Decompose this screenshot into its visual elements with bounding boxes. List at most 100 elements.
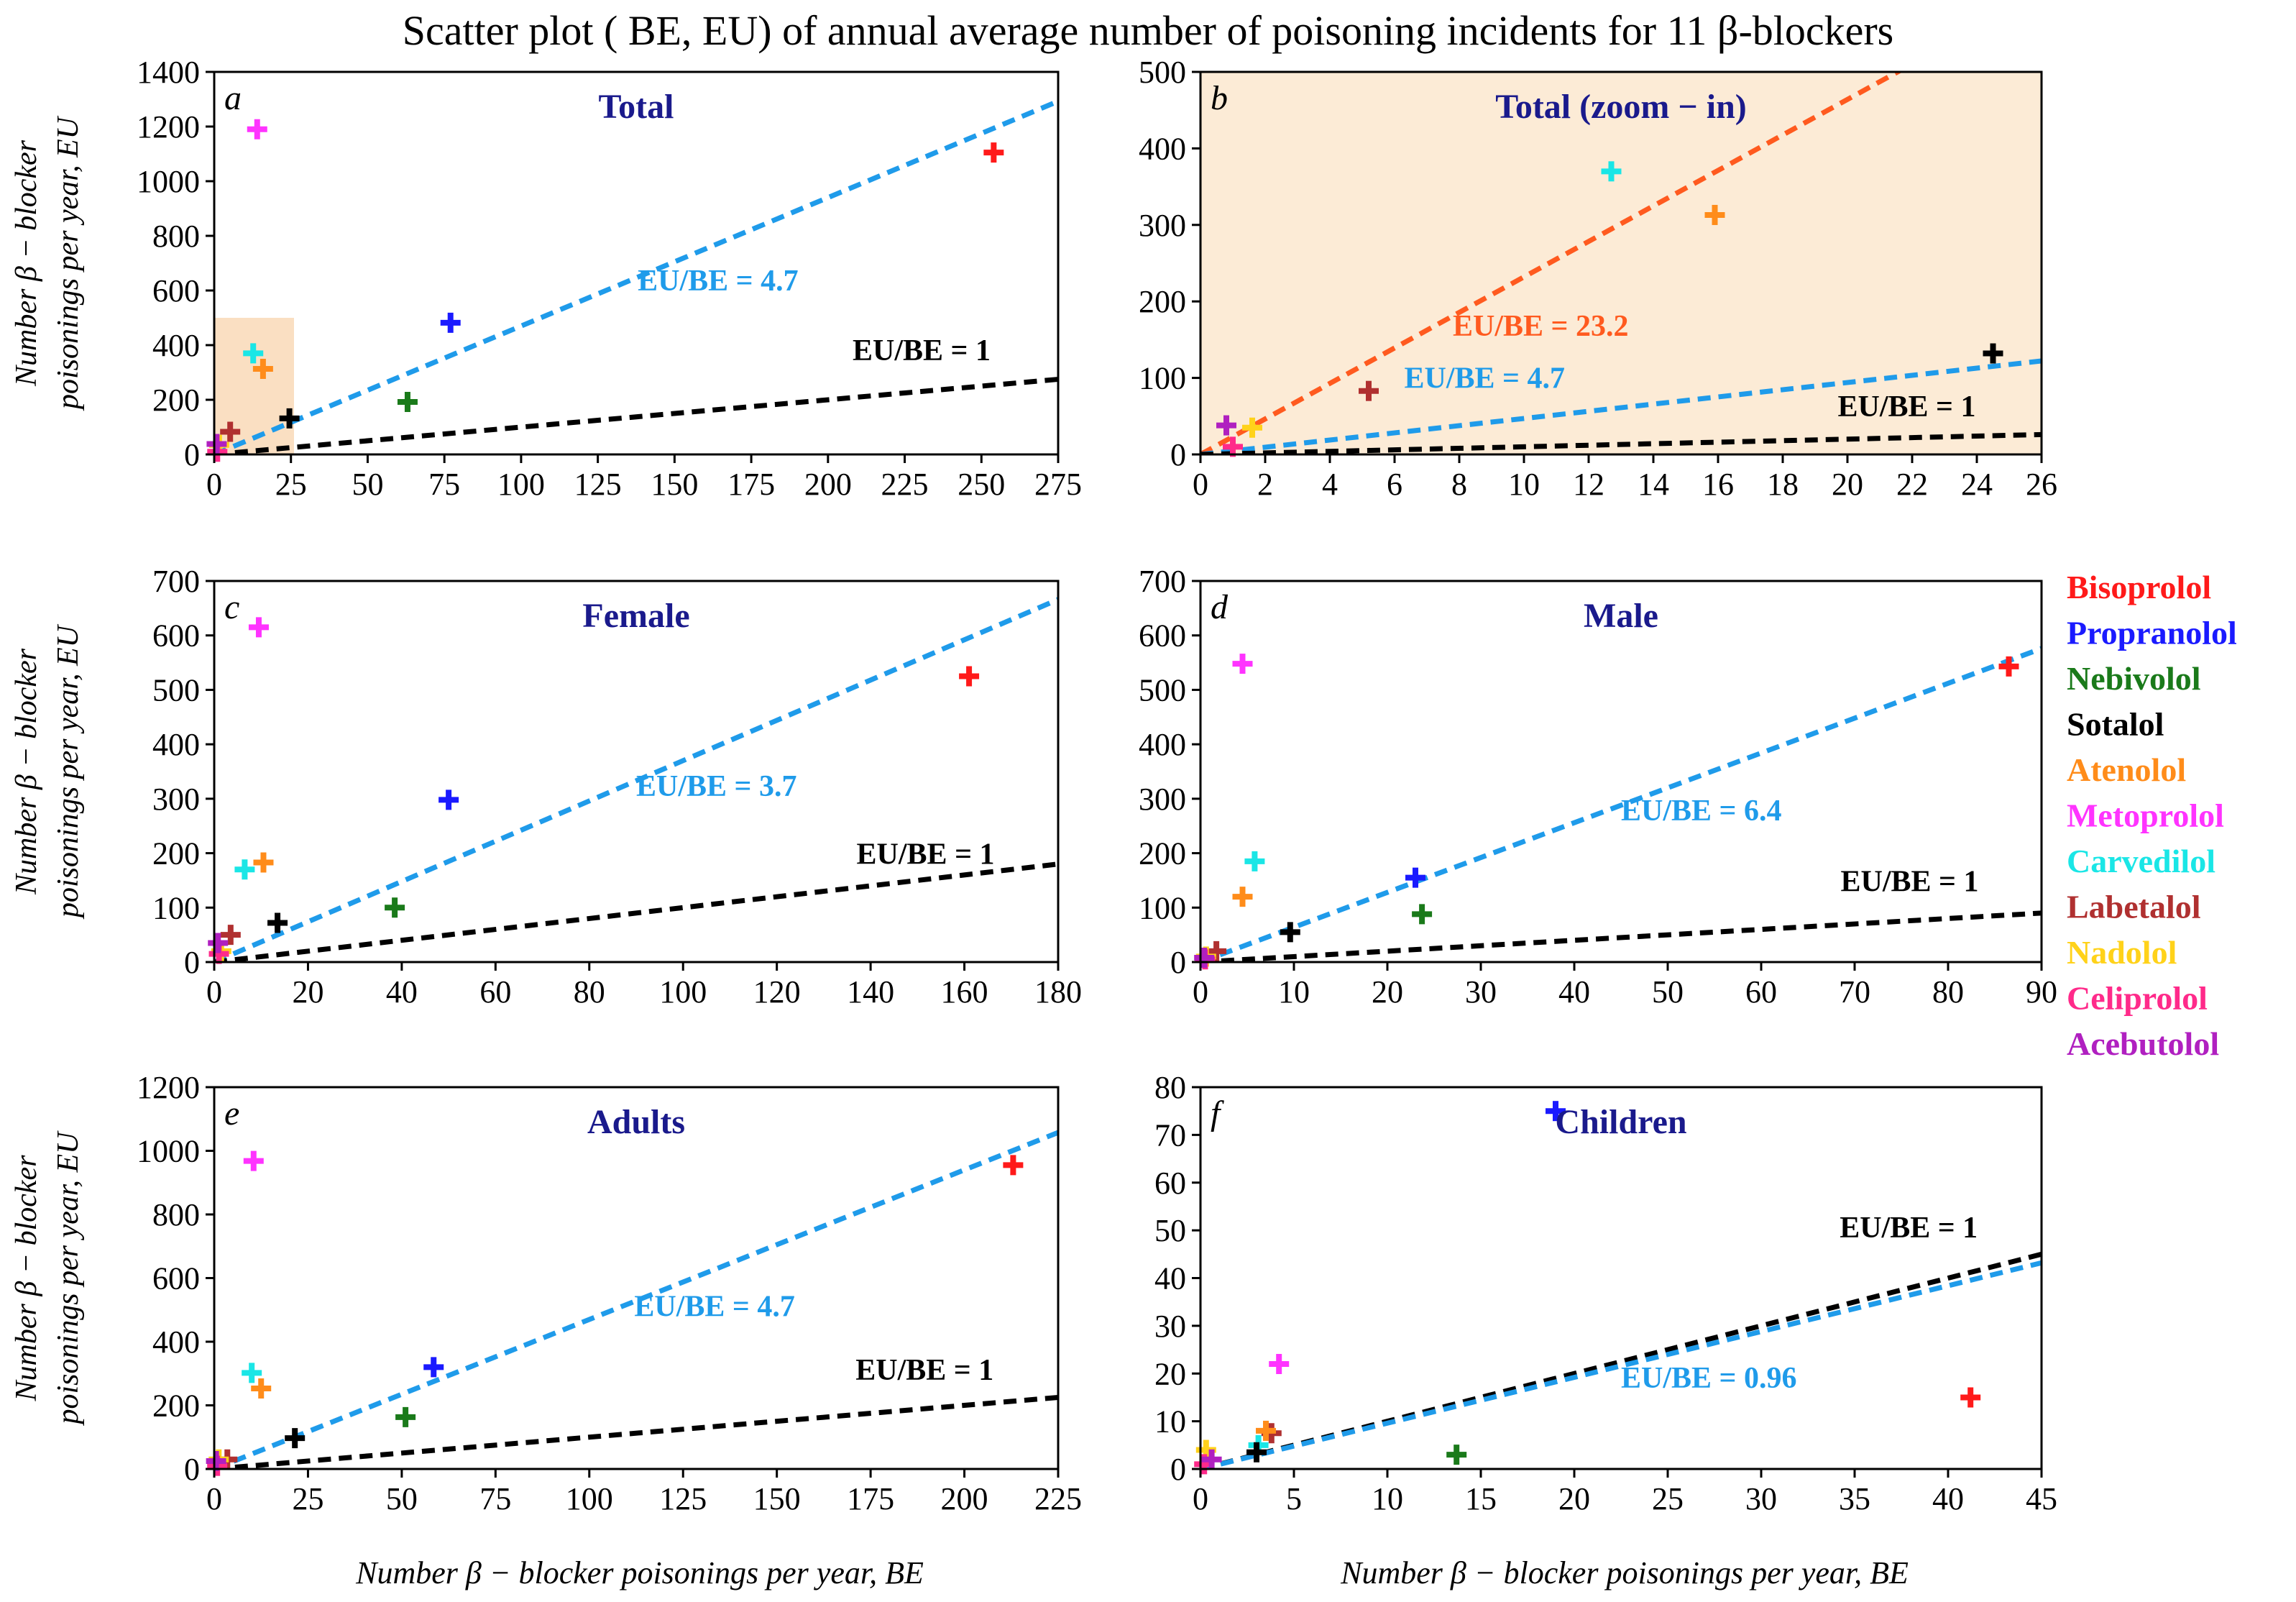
data-point-bisoprolol (983, 142, 1004, 163)
legend-item-nebivolol: Nebivolol (2067, 660, 2201, 697)
x-tick-label: 6 (1387, 467, 1402, 502)
x-tick-label: 20 (1558, 1481, 1590, 1516)
ratio-label: EU/BE = 1 (1840, 1212, 1978, 1245)
data-point-acebutolol (206, 1450, 226, 1471)
ratio-line (214, 597, 1058, 962)
ratio-line (1200, 646, 2042, 962)
x-tick-label: 15 (1465, 1481, 1497, 1516)
panel-letter: c (224, 588, 239, 626)
data-point-metoprolol (1232, 654, 1253, 674)
legend-item-atenolol: Atenolol (2067, 751, 2186, 788)
data-point-acebutolol (206, 434, 227, 454)
y-tick-label: 1200 (137, 109, 200, 145)
x-tick-label: 90 (2026, 974, 2057, 1010)
data-point-acebutolol (1201, 1449, 1222, 1470)
y-tick-label: 0 (184, 437, 200, 472)
data-point-atenolol (1704, 204, 1725, 225)
panel-title: Female (582, 597, 689, 635)
x-tick-label: 125 (574, 467, 622, 502)
x-tick-label: 200 (804, 467, 852, 502)
panel-f: EU/BE = 1 EU/BE = 0.96 0 5 10 15 20 25 30 35 40 45 0… (1154, 1070, 2057, 1516)
ylabel-line2: poisonings per year, EU (52, 1130, 85, 1427)
y-tick-label: 500 (1139, 55, 1186, 90)
y-tick-label: 60 (1154, 1166, 1186, 1201)
x-tick-label: 26 (2026, 467, 2057, 502)
x-tick-label: 50 (1652, 974, 1684, 1010)
ratio-line (214, 1130, 1058, 1469)
xlabel-right: Number β − blocker poisonings per year, … (1340, 1555, 1909, 1590)
legend: Bisoprolol Propranolol Nebivolol Sotalol Ate… (2067, 569, 2237, 1062)
ratio-line (214, 861, 1058, 962)
panel-title: Male (1584, 597, 1658, 635)
ratio-line (1200, 358, 2042, 454)
x-tick-label: 175 (847, 1481, 894, 1516)
y-tick-label: 400 (152, 328, 200, 363)
data-point-nebivolol (397, 392, 418, 413)
x-tick-label: 30 (1465, 974, 1497, 1010)
data-point-labetalol (1206, 940, 1227, 961)
x-tick-label: 8 (1451, 467, 1467, 502)
y-tick-label: 600 (152, 1261, 200, 1296)
y-tick-label: 70 (1154, 1117, 1186, 1153)
y-tick-label: 200 (1139, 836, 1186, 871)
x-tick-label: 2 (1257, 467, 1273, 502)
panel-e: EU/BE = 4.7 EU/BE = 1 0 25 50 75 100 125 150 175 2… (10, 1070, 1082, 1516)
ratio-label: EU/BE = 1 (857, 838, 995, 871)
y-tick-label: 100 (152, 890, 200, 925)
x-tick-label: 25 (275, 467, 307, 502)
x-tick-label: 40 (386, 974, 418, 1010)
data-point-atenolol (1256, 1420, 1276, 1441)
data-point-propranolol (1405, 867, 1425, 888)
y-tick-label: 40 (1154, 1261, 1186, 1296)
y-tick-label: 0 (1170, 945, 1186, 980)
x-tick-label: 14 (1638, 467, 1669, 502)
x-tick-label: 100 (497, 467, 545, 502)
y-tick-label: 400 (152, 1324, 200, 1360)
legend-item-carvedilol: Carvedilol (2067, 843, 2215, 879)
x-tick-label: 18 (1767, 467, 1799, 502)
x-tick-label: 4 (1322, 467, 1338, 502)
x-tick-label: 150 (753, 1481, 801, 1516)
x-tick-label: 5 (1286, 1481, 1302, 1516)
y-tick-label: 1200 (137, 1070, 200, 1105)
panel-title: Total (599, 88, 674, 126)
axes-frame (1199, 70, 2043, 456)
x-tick-label: 35 (1839, 1481, 1870, 1516)
x-tick-label: 160 (941, 974, 988, 1010)
panel-letter: a (224, 79, 242, 117)
y-tick-label: 300 (1139, 208, 1186, 243)
panel-letter: d (1211, 588, 1229, 626)
data-point-carvedilol (242, 1363, 262, 1383)
y-tick-label: 1000 (137, 164, 200, 199)
plot-area (214, 581, 1058, 962)
data-point-nebivolol (1412, 904, 1433, 925)
data-point-nebivolol (1446, 1445, 1467, 1465)
y-tick-label: 30 (1154, 1309, 1186, 1344)
x-tick-label: 20 (1832, 467, 1863, 502)
ratio-label: EU/BE = 1 (1841, 866, 1979, 899)
panel-letter: b (1211, 79, 1228, 117)
y-tick-label: 600 (152, 618, 200, 654)
y-tick-label: 100 (1139, 361, 1186, 396)
data-point-nadolol (1242, 417, 1262, 438)
y-tick-label: 80 (1154, 1070, 1186, 1105)
x-tick-label: 0 (206, 467, 222, 502)
data-point-nebivolol (385, 897, 405, 918)
x-tick-label: 80 (574, 974, 605, 1010)
x-tick-label: 120 (753, 974, 801, 1010)
legend-item-bisoprolol: Bisoprolol (2067, 569, 2211, 605)
x-tick-label: 150 (651, 467, 698, 502)
data-point-atenolol (1232, 887, 1253, 907)
xlabel-left: Number β − blocker poisonings per year, … (355, 1555, 924, 1590)
ratio-line (1200, 1260, 2042, 1469)
x-tick-label: 175 (727, 467, 775, 502)
ratio-label: EU/BE = 3.7 (636, 770, 796, 803)
data-point-carvedilol (1244, 851, 1265, 871)
axes-frame (213, 580, 1060, 964)
data-point-labetalol (1359, 380, 1379, 401)
data-point-nebivolol (395, 1406, 416, 1427)
data-point-bisoprolol (959, 666, 980, 687)
ratio-line (214, 377, 1058, 454)
x-tick-label: 30 (1745, 1481, 1777, 1516)
